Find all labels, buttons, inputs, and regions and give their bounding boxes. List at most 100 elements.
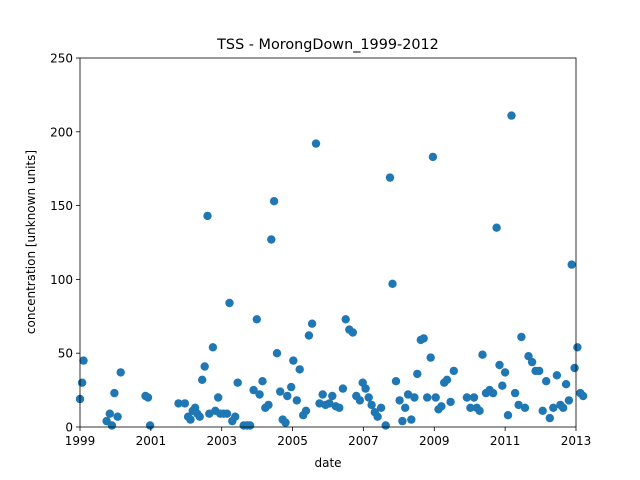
data-point: [413, 369, 422, 379]
data-point: [186, 415, 195, 424]
y-tick-label: 50: [58, 347, 73, 361]
data-point: [222, 409, 232, 418]
data-point: [105, 409, 115, 418]
data-point: [203, 211, 212, 221]
data-point: [492, 223, 501, 232]
data-point: [437, 402, 446, 411]
data-point: [500, 368, 510, 377]
data-point: [195, 412, 204, 421]
data-point: [174, 399, 183, 408]
x-tick-label: 2007: [348, 434, 379, 448]
data-point: [542, 377, 551, 386]
data-point: [527, 357, 537, 367]
data-point: [249, 385, 258, 395]
data-point: [395, 396, 404, 405]
x-tick-label: 2001: [136, 434, 167, 448]
y-axis-label: concentration [unknown units]: [24, 150, 38, 334]
data-point: [495, 360, 504, 370]
data-point: [431, 393, 440, 402]
data-point: [410, 393, 419, 402]
x-tick-label: 1999: [65, 434, 96, 448]
data-point: [292, 396, 301, 405]
data-point: [208, 343, 218, 352]
data-point: [403, 390, 413, 399]
data-point: [559, 403, 568, 412]
data-point: [398, 416, 407, 426]
data-point: [520, 403, 530, 412]
data-point: [295, 365, 304, 374]
data-point: [145, 421, 155, 430]
data-point: [233, 378, 242, 387]
data-point: [488, 388, 498, 398]
data-point: [272, 349, 282, 358]
data-point: [269, 197, 279, 206]
data-point: [348, 328, 357, 337]
data-point: [407, 415, 416, 424]
data-point: [391, 377, 401, 386]
data-point: [466, 403, 475, 412]
data-point: [214, 393, 223, 402]
x-tick-label: 2009: [419, 434, 450, 448]
data-point: [578, 391, 588, 401]
data-point: [361, 384, 370, 393]
data-point: [507, 111, 516, 120]
data-point: [225, 298, 234, 308]
y-tick-label: 150: [50, 199, 73, 213]
y-tick-label: 0: [65, 421, 73, 435]
data-point: [545, 413, 554, 423]
data-point: [552, 371, 562, 380]
x-axis-label: date: [314, 456, 341, 470]
data-point: [561, 380, 571, 389]
data-point: [335, 403, 344, 412]
data-point: [311, 139, 321, 148]
data-point: [549, 403, 558, 412]
data-point: [289, 356, 298, 365]
data-point: [318, 390, 327, 399]
data-point: [514, 400, 523, 410]
data-point: [267, 235, 276, 244]
data-point: [341, 315, 350, 324]
data-point: [567, 260, 576, 269]
data-point: [373, 412, 382, 421]
data-point: [276, 387, 285, 396]
data-point: [570, 363, 579, 373]
data-point: [388, 279, 397, 288]
data-point: [252, 315, 261, 324]
data-point: [281, 418, 290, 427]
data-point: [143, 393, 153, 402]
data-point: [79, 356, 88, 365]
data-point: [498, 381, 507, 390]
data-point: [180, 399, 190, 408]
chart-title: TSS - MorongDown_1999-2012: [216, 37, 439, 53]
data-point: [376, 403, 386, 412]
data-point: [517, 332, 526, 342]
data-point: [449, 366, 458, 376]
data-point: [475, 406, 484, 415]
data-point: [287, 382, 296, 392]
data-point: [478, 350, 487, 359]
data-point: [77, 378, 87, 387]
x-axis-ticks: 1999 2001 2003 2005 2007 2009 2011 2013: [65, 427, 591, 448]
x-tick-label: 2005: [277, 434, 308, 448]
data-point: [328, 391, 337, 401]
plot-frame: [79, 57, 577, 428]
data-point: [446, 397, 455, 407]
data-point: [442, 375, 452, 384]
data-point: [301, 406, 311, 415]
data-point: [198, 375, 207, 384]
data-point: [258, 377, 267, 386]
data-point: [364, 393, 373, 402]
data-point: [304, 331, 314, 340]
data-point: [423, 393, 432, 402]
data-point: [110, 388, 119, 398]
data-point: [116, 368, 125, 377]
data-point: [283, 391, 292, 401]
data-point: [510, 388, 520, 398]
data-point: [264, 400, 273, 410]
x-tick-label: 2011: [490, 434, 521, 448]
data-point: [462, 393, 472, 402]
data-point: [355, 396, 365, 405]
x-tick-label: 2003: [206, 434, 237, 448]
data-points: [75, 111, 588, 430]
